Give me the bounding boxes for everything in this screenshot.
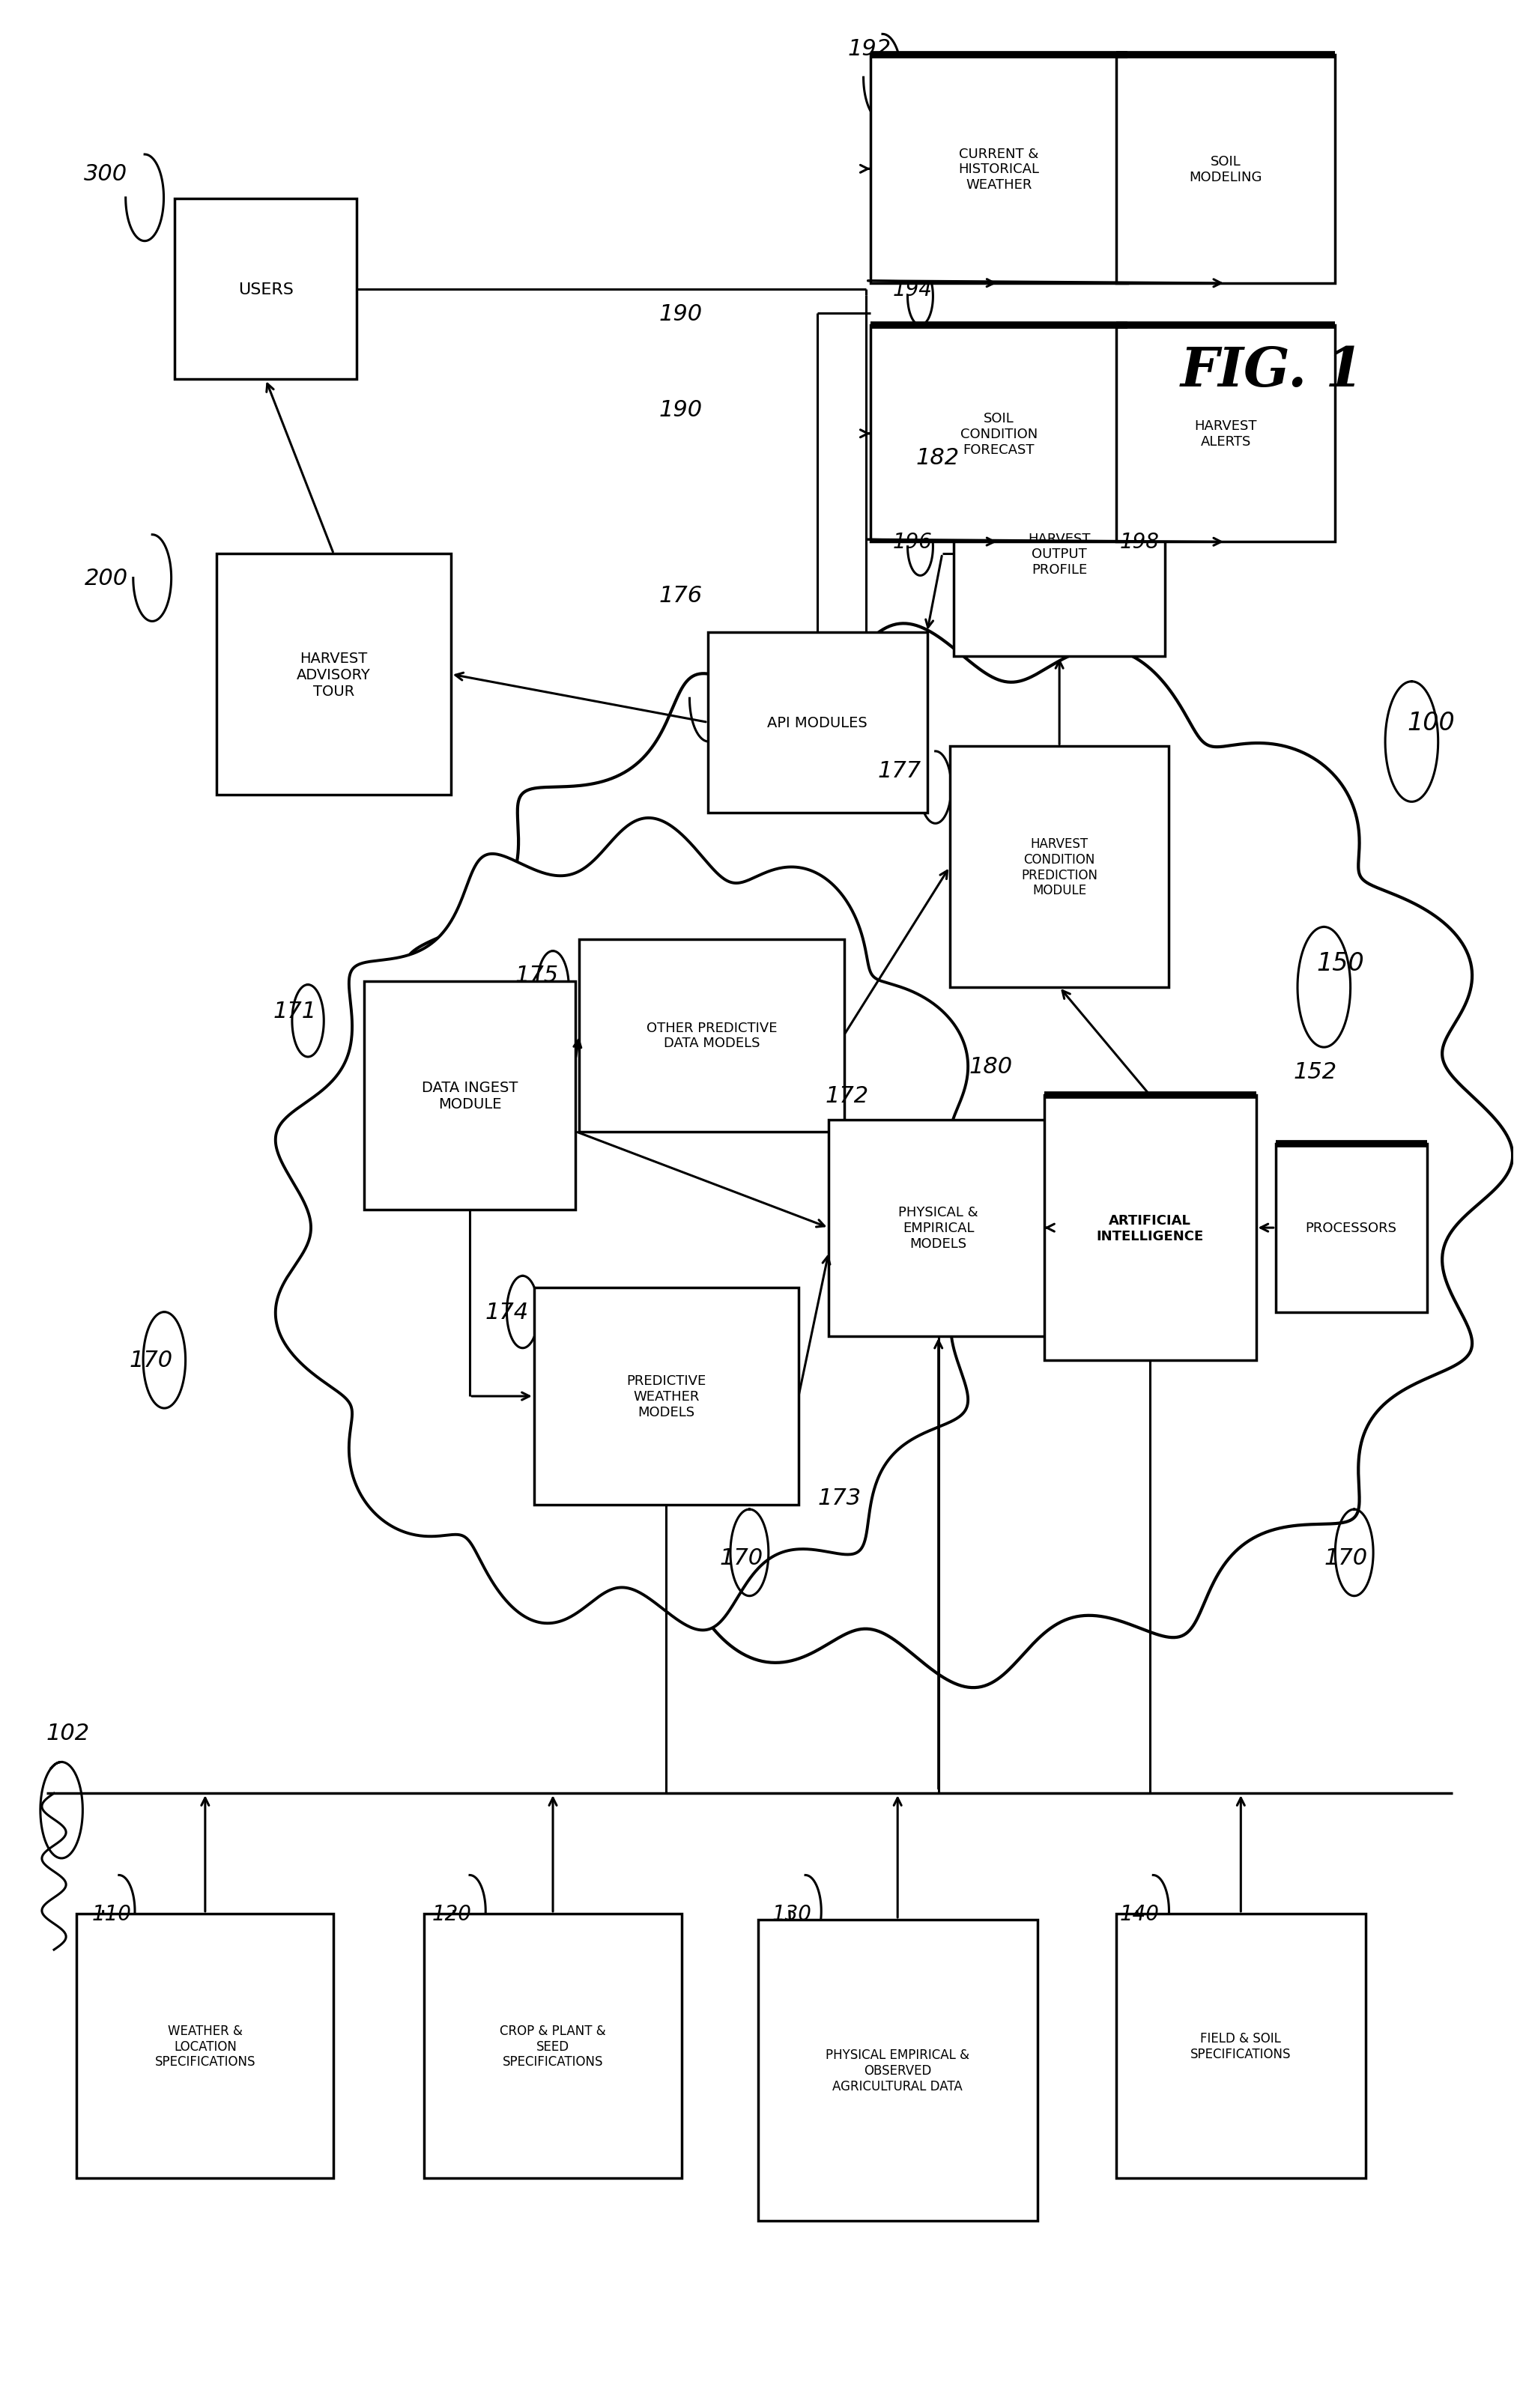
Text: 200: 200 — [85, 568, 127, 590]
Text: OTHER PREDICTIVE
DATA MODELS: OTHER PREDICTIVE DATA MODELS — [646, 1021, 777, 1050]
FancyBboxPatch shape — [954, 453, 1166, 657]
Text: 170: 170 — [719, 1546, 763, 1568]
Text: 152: 152 — [1294, 1062, 1337, 1084]
Text: HARVEST
ADVISORY
TOUR: HARVEST ADVISORY TOUR — [297, 650, 371, 698]
FancyBboxPatch shape — [424, 1914, 681, 2179]
Text: 140: 140 — [1120, 1902, 1160, 1924]
Text: 170: 170 — [1323, 1546, 1367, 1568]
FancyBboxPatch shape — [871, 55, 1128, 284]
Text: 198: 198 — [1120, 532, 1160, 554]
Text: SOIL
CONDITION
FORECAST: SOIL CONDITION FORECAST — [960, 412, 1037, 458]
Text: 194: 194 — [893, 279, 933, 301]
Text: SOIL
MODELING: SOIL MODELING — [1188, 154, 1263, 183]
Text: PROCESSORS: PROCESSORS — [1305, 1221, 1397, 1235]
FancyBboxPatch shape — [534, 1288, 798, 1505]
Text: CURRENT &
HISTORICAL
WEATHER: CURRENT & HISTORICAL WEATHER — [958, 147, 1039, 193]
FancyBboxPatch shape — [363, 982, 575, 1209]
Text: 174: 174 — [484, 1300, 528, 1322]
Text: 173: 173 — [818, 1486, 861, 1507]
FancyBboxPatch shape — [1116, 1914, 1366, 2179]
Text: 182: 182 — [916, 448, 960, 470]
Text: 130: 130 — [772, 1902, 812, 1924]
Text: 190: 190 — [659, 303, 702, 325]
FancyBboxPatch shape — [709, 633, 927, 814]
FancyBboxPatch shape — [580, 939, 843, 1132]
Text: FIELD & SOIL
SPECIFICATIONS: FIELD & SOIL SPECIFICATIONS — [1190, 2032, 1291, 2061]
Text: 196: 196 — [893, 532, 933, 554]
Text: WEATHER &
LOCATION
SPECIFICATIONS: WEATHER & LOCATION SPECIFICATIONS — [154, 2023, 256, 2068]
Text: 150: 150 — [1316, 951, 1364, 975]
Text: PREDICTIVE
WEATHER
MODELS: PREDICTIVE WEATHER MODELS — [627, 1375, 706, 1418]
Text: ARTIFICIAL
INTELLIGENCE: ARTIFICIAL INTELLIGENCE — [1096, 1214, 1204, 1243]
FancyBboxPatch shape — [217, 554, 451, 795]
FancyBboxPatch shape — [1116, 325, 1335, 542]
Text: API MODULES: API MODULES — [768, 715, 868, 730]
FancyBboxPatch shape — [949, 746, 1169, 987]
FancyBboxPatch shape — [1276, 1144, 1426, 1312]
Polygon shape — [276, 819, 1007, 1630]
Text: 110: 110 — [92, 1902, 132, 1924]
Text: CROP & PLANT &
SEED
SPECIFICATIONS: CROP & PLANT & SEED SPECIFICATIONS — [500, 2023, 606, 2068]
Text: 100: 100 — [1407, 710, 1455, 734]
Text: DATA INGEST
MODULE: DATA INGEST MODULE — [422, 1081, 518, 1110]
Text: PHYSICAL &
EMPIRICAL
MODELS: PHYSICAL & EMPIRICAL MODELS — [898, 1206, 978, 1250]
Text: FIG. 1: FIG. 1 — [1181, 344, 1364, 397]
Text: 120: 120 — [431, 1902, 471, 1924]
FancyBboxPatch shape — [828, 1120, 1048, 1336]
Text: 172: 172 — [825, 1086, 869, 1108]
FancyBboxPatch shape — [871, 325, 1128, 542]
Text: 192: 192 — [848, 39, 892, 60]
FancyBboxPatch shape — [757, 1919, 1037, 2220]
Text: 176: 176 — [659, 585, 702, 607]
Text: HARVEST
OUTPUT
PROFILE: HARVEST OUTPUT PROFILE — [1028, 532, 1090, 576]
FancyBboxPatch shape — [1045, 1096, 1257, 1361]
Text: 300: 300 — [85, 164, 127, 185]
FancyBboxPatch shape — [176, 200, 356, 380]
Polygon shape — [365, 624, 1512, 1688]
Text: 180: 180 — [969, 1057, 1013, 1079]
Text: 175: 175 — [515, 966, 559, 987]
Text: HARVEST
CONDITION
PREDICTION
MODULE: HARVEST CONDITION PREDICTION MODULE — [1020, 838, 1098, 898]
Text: PHYSICAL EMPIRICAL &
OBSERVED
AGRICULTURAL DATA: PHYSICAL EMPIRICAL & OBSERVED AGRICULTUR… — [825, 2047, 969, 2093]
Text: 190: 190 — [659, 400, 702, 421]
Text: 177: 177 — [878, 761, 922, 783]
Text: 102: 102 — [47, 1722, 89, 1743]
FancyBboxPatch shape — [77, 1914, 333, 2179]
FancyBboxPatch shape — [1116, 55, 1335, 284]
Text: HARVEST
ALERTS: HARVEST ALERTS — [1195, 419, 1257, 448]
Text: 171: 171 — [273, 1002, 316, 1023]
Text: USERS: USERS — [238, 282, 294, 296]
Text: 170: 170 — [130, 1348, 173, 1370]
